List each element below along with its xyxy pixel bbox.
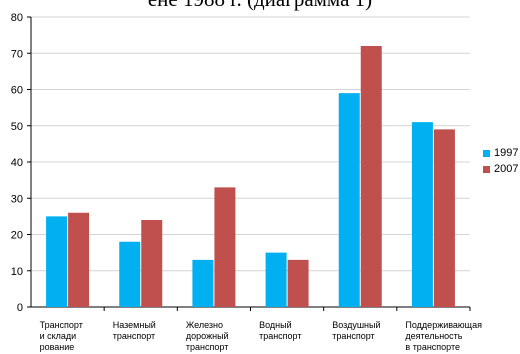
- bar-1997: [119, 241, 141, 307]
- x-category-label: рование: [40, 342, 75, 352]
- x-category-label: Наземный: [113, 320, 156, 330]
- x-category-label: Поддерживающая: [405, 320, 482, 330]
- bar-2007: [287, 259, 309, 307]
- bar-1997: [46, 216, 68, 307]
- x-category-label: деятельность: [405, 331, 462, 341]
- y-tick-label: 10: [11, 266, 23, 278]
- y-tick-label: 40: [11, 157, 23, 169]
- bar-1997: [338, 93, 360, 307]
- x-category-label: Воздушный: [332, 320, 380, 330]
- x-category-label: Водный: [259, 320, 292, 330]
- x-category-label: дорожный: [186, 331, 229, 341]
- y-tick-label: 60: [11, 85, 23, 97]
- legend-item-1997: 1997: [483, 145, 518, 161]
- bar-2007: [360, 46, 382, 307]
- x-category-label: транспорт: [332, 331, 374, 341]
- bar-1997: [411, 122, 433, 307]
- y-tick-label: 80: [11, 12, 23, 24]
- x-category-label: в транспорте: [405, 342, 460, 352]
- legend-swatch-1997: [483, 149, 490, 157]
- bar-2007: [214, 187, 236, 307]
- x-category-label: транспорт: [259, 331, 301, 341]
- legend: 1997 2007: [483, 145, 518, 177]
- bar-2007: [141, 220, 163, 307]
- heading-fragment: ене 1988 г. (диаграмма 1): [10, 0, 510, 11]
- x-category-label: и склади: [40, 331, 77, 341]
- gridlines: [31, 16, 470, 272]
- legend-label-1997: 1997: [494, 147, 519, 159]
- y-tick-label: 20: [11, 230, 23, 242]
- legend-swatch-2007: [483, 165, 490, 173]
- x-category-label: Транспорт: [40, 320, 83, 330]
- x-category-label: транспорт: [186, 342, 228, 352]
- y-tick-label: 50: [11, 121, 23, 133]
- bars: [46, 46, 455, 307]
- bar-2007: [68, 212, 90, 307]
- bar-1997: [192, 259, 214, 307]
- x-category-label: Железно: [186, 320, 223, 330]
- y-tick-label: 0: [17, 302, 23, 314]
- axes: [27, 16, 471, 311]
- bar-2007: [433, 129, 455, 307]
- y-tick-label: 70: [11, 48, 23, 60]
- bar-1997: [265, 252, 287, 307]
- legend-label-2007: 2007: [494, 163, 519, 175]
- y-tick-label: 30: [11, 193, 23, 205]
- x-category-label: транспорт: [113, 331, 155, 341]
- legend-item-2007: 2007: [483, 161, 518, 177]
